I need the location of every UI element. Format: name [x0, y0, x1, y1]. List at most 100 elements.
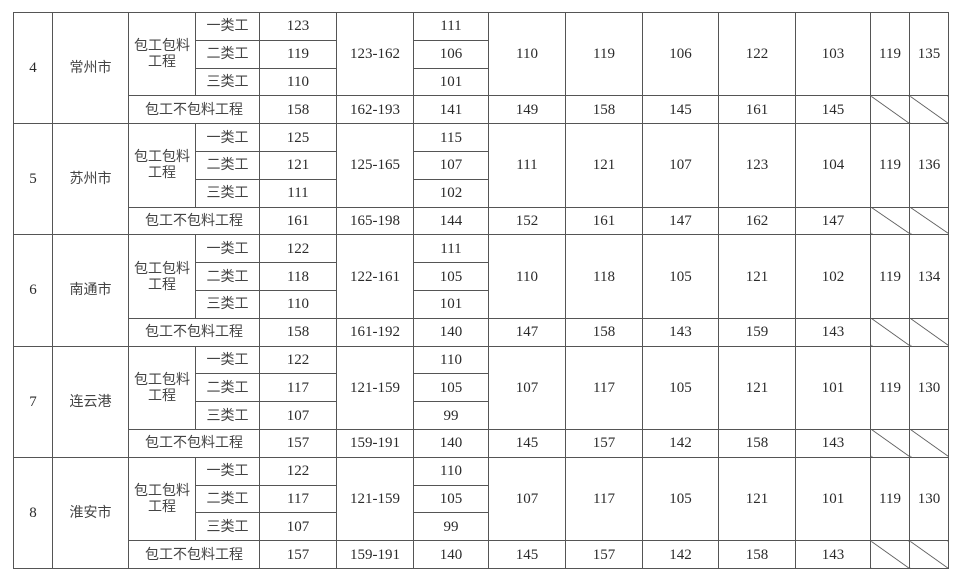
worker-class: 三类工	[195, 67, 260, 97]
value-cell: 111	[488, 123, 566, 208]
value-cell: 130	[909, 456, 949, 542]
value-cell: 158	[565, 95, 643, 125]
project-type: 包工包料工程	[128, 234, 196, 319]
value-cell: 123	[259, 12, 337, 41]
table-row: 三类工 107 99	[14, 512, 949, 542]
value-cell: 101	[795, 345, 871, 430]
value-cell: 105	[642, 345, 719, 430]
value-cell: 159	[718, 317, 796, 347]
value-cell: 122	[259, 345, 337, 375]
value-cell: 107	[259, 512, 337, 542]
value-cell: 119	[870, 456, 910, 542]
value-cell: 101	[413, 289, 489, 319]
empty-diagonal-cell	[909, 317, 949, 347]
project-type: 包工包料工程	[128, 456, 196, 542]
value-cell: 149	[488, 95, 566, 125]
value-cell: 121	[718, 234, 796, 319]
value-cell: 102	[795, 234, 871, 319]
worker-class: 三类工	[195, 289, 260, 319]
table-row: 二类工 118 105	[14, 262, 949, 291]
table-row: 5 苏州市 包工包料工程 一类工 125 125-165 115 111 121 107 123 10…	[13, 123, 949, 236]
value-cell: 119	[870, 11, 910, 97]
table-row: 7 连云港 包工包料工程 一类工 122 121-159 110 107 117 105 121 10…	[13, 345, 949, 458]
value-cell: 158	[718, 540, 796, 569]
value-cell: 119	[565, 11, 643, 97]
value-cell: 110	[413, 456, 489, 486]
project-type: 包工包料工程	[128, 11, 196, 97]
value-cell: 141	[413, 95, 489, 125]
worker-class: 一类工	[195, 345, 260, 375]
value-cell: 143	[795, 428, 871, 458]
row-number: 4	[13, 11, 53, 125]
value-cell: 121	[718, 456, 796, 542]
value-cell: 143	[795, 540, 871, 569]
value-cell: 105	[413, 484, 489, 514]
city-name: 淮安市	[52, 456, 129, 569]
table-row: 包工不包料工程 157 159-191 140 145 157 142 158 143	[14, 428, 949, 458]
value-cell: 107	[488, 456, 566, 542]
value-cell: 143	[642, 317, 719, 347]
range-cell: 125-165	[336, 123, 414, 208]
value-cell: 115	[413, 123, 489, 152]
empty-diagonal-cell	[909, 540, 949, 569]
value-cell: 103	[795, 11, 871, 97]
value-cell: 157	[259, 428, 337, 458]
range-cell: 165-198	[336, 206, 414, 236]
project-type: 包工不包料工程	[128, 95, 260, 125]
value-cell: 121	[259, 150, 337, 180]
value-cell: 104	[795, 123, 871, 208]
value-cell: 105	[642, 234, 719, 319]
value-cell: 105	[642, 456, 719, 542]
project-type: 包工不包料工程	[128, 540, 260, 569]
value-cell: 111	[413, 12, 489, 41]
value-cell: 144	[413, 206, 489, 236]
value-cell: 147	[488, 317, 566, 347]
value-cell: 157	[565, 540, 643, 569]
table-row: 二类工 117 105	[14, 484, 949, 514]
table-row: 三类工 107 99	[14, 401, 949, 430]
value-cell: 107	[259, 401, 337, 430]
value-cell: 143	[795, 317, 871, 347]
value-cell: 161	[718, 95, 796, 125]
worker-class: 二类工	[195, 262, 260, 291]
value-cell: 142	[642, 540, 719, 569]
wage-table: 4 常州市 包工包料工程 一类工 123 123-162 111 110 119 106 122 10…	[13, 11, 949, 569]
value-cell: 99	[413, 512, 489, 542]
worker-class: 三类工	[195, 512, 260, 542]
value-cell: 110	[413, 345, 489, 375]
value-cell: 162	[718, 206, 796, 236]
table-row: 二类工 121 107	[14, 150, 949, 180]
table-row: 包工不包料工程 158 162-193 141 149 158 145 161 145	[14, 95, 949, 125]
value-cell: 117	[565, 345, 643, 430]
value-cell: 121	[718, 345, 796, 430]
project-type: 包工包料工程	[128, 123, 196, 208]
value-cell: 105	[413, 373, 489, 403]
value-cell: 119	[870, 234, 910, 319]
worker-class: 三类工	[195, 401, 260, 430]
value-cell: 111	[413, 234, 489, 264]
value-cell: 140	[413, 428, 489, 458]
value-cell: 102	[413, 178, 489, 208]
empty-diagonal-cell	[870, 95, 910, 125]
value-cell: 106	[642, 11, 719, 97]
value-cell: 145	[642, 95, 719, 125]
range-cell: 122-161	[336, 234, 414, 319]
table-row: 4 常州市 包工包料工程 一类工 123 123-162 111 110 119 106 122 10…	[13, 11, 949, 125]
empty-diagonal-cell	[870, 206, 910, 236]
project-type: 包工不包料工程	[128, 206, 260, 236]
value-cell: 111	[259, 178, 337, 208]
value-cell: 140	[413, 317, 489, 347]
range-cell: 161-192	[336, 317, 414, 347]
table-row: 包工不包料工程 157 159-191 140 145 157 142 158 143	[14, 540, 949, 569]
project-type: 包工包料工程	[128, 345, 196, 430]
value-cell: 101	[795, 456, 871, 542]
value-cell: 147	[795, 206, 871, 236]
table-row: 6 南通市 包工包料工程 一类工 122 122-161 111 110 118 105 121 10…	[13, 234, 949, 347]
value-cell: 130	[909, 345, 949, 430]
value-cell: 158	[259, 95, 337, 125]
value-cell: 145	[488, 540, 566, 569]
value-cell: 134	[909, 234, 949, 319]
table-row: 三类工 110 101	[14, 67, 949, 97]
table-row: 8 淮安市 包工包料工程 一类工 122 121-159 110 107 117 105 121 10…	[13, 456, 949, 569]
value-cell: 107	[642, 123, 719, 208]
